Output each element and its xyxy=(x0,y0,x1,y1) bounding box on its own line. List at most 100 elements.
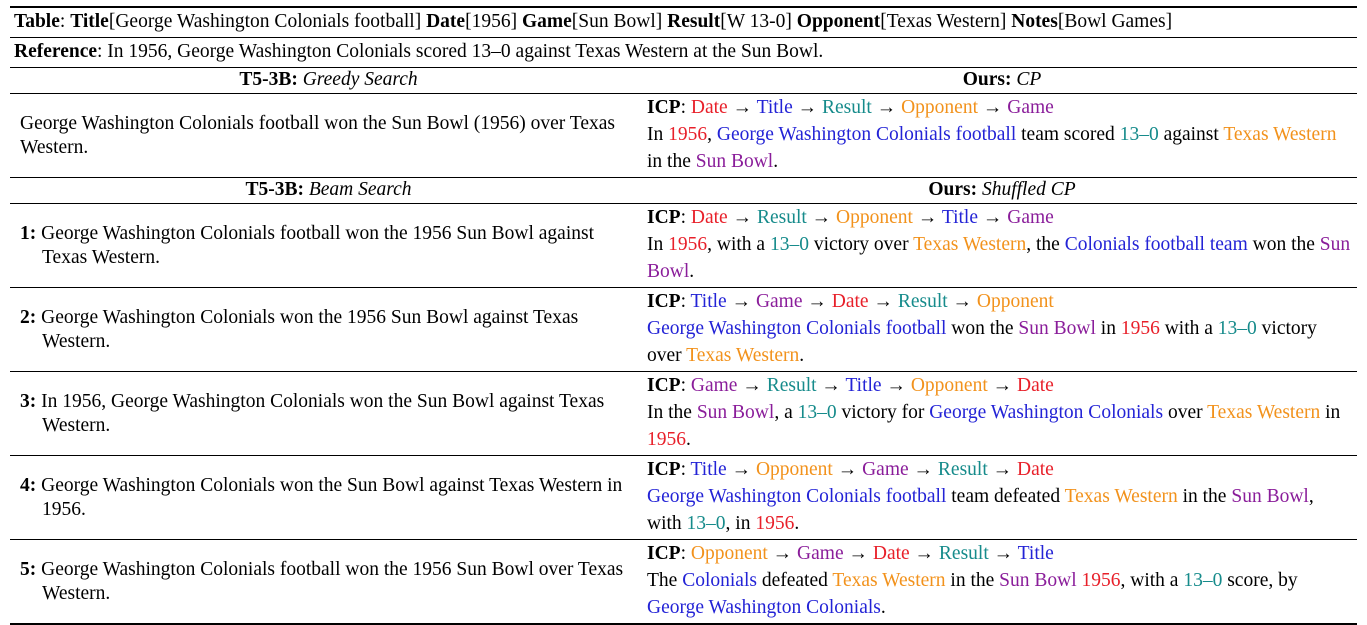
text-span: . xyxy=(794,513,800,534)
baseline-output-cell: George Washington Colonials football won… xyxy=(10,93,647,178)
table-field: Opponent[Texas Western] xyxy=(796,11,1007,32)
label-colon: : xyxy=(97,41,108,62)
right-column-header: Ours: CP xyxy=(647,67,1357,94)
beam-rank: 4: xyxy=(20,474,37,496)
text-span: . xyxy=(689,261,695,282)
slot-span: 13–0 xyxy=(797,402,837,423)
example-row: 3: In 1956, George Washington Colonials … xyxy=(10,371,1357,456)
icp-slot: Result xyxy=(897,291,948,312)
right-column-header: Ours: Shuffled CP xyxy=(647,177,1357,204)
baseline-text: George Washington Colonials football won… xyxy=(41,222,594,268)
reference-cell: Reference: In 1956, George Washington Co… xyxy=(10,37,1357,68)
text-span: against xyxy=(1158,124,1224,145)
beam-rank: 3: xyxy=(20,390,37,412)
icp-slot: Title xyxy=(690,291,727,312)
generated-sentence: In 1956, with a 13–0 victory over Texas … xyxy=(647,231,1351,285)
icp-label: ICP xyxy=(647,207,681,228)
text-span: victory over xyxy=(647,318,1317,366)
ours-output-cell: ICP: Title → Game → Date → Result → Oppo… xyxy=(647,287,1357,372)
arrow-icon: → xyxy=(881,375,911,396)
icp-line: ICP: Date → Title → Result → Opponent → … xyxy=(647,97,1054,118)
icp-line: ICP: Title → Game → Date → Result → Oppo… xyxy=(647,291,1054,312)
icp-slot: Title xyxy=(845,375,882,396)
text-span: , in xyxy=(725,513,756,534)
slot-span: 13–0 xyxy=(769,234,809,255)
text-span: , the xyxy=(1026,234,1065,255)
icp-slot: Result xyxy=(756,207,807,228)
text-span: in the xyxy=(647,151,696,172)
baseline-output-cell: 4: George Washington Colonials won the S… xyxy=(10,455,647,540)
field-name: Result xyxy=(667,11,721,32)
ours-label: Ours: xyxy=(928,179,978,200)
slot-span: 13–0 xyxy=(1183,570,1223,591)
arrow-icon: → xyxy=(832,459,863,480)
arrow-icon: → xyxy=(987,459,1017,480)
icp-label: ICP xyxy=(647,97,681,118)
text-span: . xyxy=(799,345,805,366)
baseline-output: 2: George Washington Colonials won the 1… xyxy=(20,306,639,354)
baseline-output: George Washington Colonials football won… xyxy=(20,112,639,160)
icp-slot: Title xyxy=(941,207,978,228)
slot-span: Texas Western xyxy=(1207,402,1321,423)
text-span: In xyxy=(647,234,669,255)
left-column-header: T5-3B: Beam Search xyxy=(10,177,647,204)
baseline-output: 4: George Washington Colonials won the S… xyxy=(20,474,639,522)
ours-output-cell: ICP: Date → Result → Opponent → Title → … xyxy=(647,203,1357,288)
text-span: victory over xyxy=(808,234,914,255)
baseline-text: George Washington Colonials football won… xyxy=(20,112,615,158)
slot-span: 1956 xyxy=(1081,570,1121,591)
slot-span: Sun Bowl xyxy=(1018,318,1096,339)
table-field: Title[George Washington Colonials footba… xyxy=(70,11,422,32)
ours-output-cell: ICP: Title → Opponent → Game → Result → … xyxy=(647,455,1357,540)
comparison-table: Table: Title[George Washington Colonials… xyxy=(10,6,1357,625)
slot-span: George Washington Colonials football xyxy=(647,318,947,339)
beam-rank: 1: xyxy=(20,222,37,244)
table-field: Game[Sun Bowl] xyxy=(521,11,663,32)
text-span: in the xyxy=(945,570,1000,591)
reference-text: In 1956, George Washington Colonials sco… xyxy=(107,41,824,62)
arrow-icon: → xyxy=(806,207,837,228)
baseline-output-cell: 5: George Washington Colonials football … xyxy=(10,539,647,625)
arrow-icon: → xyxy=(802,291,832,312)
baseline-output: 5: George Washington Colonials football … xyxy=(20,558,639,606)
icp-slot: Game xyxy=(862,459,909,480)
text-span: . xyxy=(686,429,691,450)
field-value: Texas Western xyxy=(886,11,1000,32)
slot-span: George Washington Colonials football xyxy=(647,486,947,507)
reference-row: Reference: In 1956, George Washington Co… xyxy=(10,37,1357,68)
slot-span: Sun Bowl xyxy=(1231,486,1309,507)
ours-method: Shuffled CP xyxy=(981,179,1076,200)
example-row: 4: George Washington Colonials won the S… xyxy=(10,455,1357,540)
icp-slot: Title xyxy=(756,97,793,118)
arrow-icon: → xyxy=(727,207,757,228)
text-span: score, by xyxy=(1222,570,1298,591)
arrow-icon: → xyxy=(868,291,898,312)
example-row: 1: George Washington Colonials football … xyxy=(10,203,1357,288)
text-span: . xyxy=(773,151,779,172)
icp-slot: Date xyxy=(1017,375,1054,396)
icp-slot: Opponent xyxy=(755,459,833,480)
generated-sentence: George Washington Colonials football tea… xyxy=(647,483,1351,537)
text-span: defeated xyxy=(756,570,833,591)
icp-slot: Opponent xyxy=(836,207,913,228)
field-name: Opponent xyxy=(796,11,881,32)
field-name: Title xyxy=(70,11,109,32)
icp-slot: Result xyxy=(822,97,872,118)
baseline-output: 3: In 1956, George Washington Colonials … xyxy=(20,390,639,438)
arrow-icon: → xyxy=(792,97,822,118)
slot-span: Sun Bowl xyxy=(696,402,775,423)
icp-slot: Opponent xyxy=(910,375,988,396)
slot-span: Sun Bowl xyxy=(695,151,774,172)
field-value: W 13-0 xyxy=(726,11,786,32)
icp-slot: Result xyxy=(766,375,817,396)
table-fields: Title[George Washington Colonials footba… xyxy=(70,11,1172,32)
example-row: 2: George Washington Colonials won the 1… xyxy=(10,287,1357,372)
field-value: 1956 xyxy=(471,11,511,32)
slot-span: Sun Bowl xyxy=(999,570,1077,591)
example-row: 5: George Washington Colonials football … xyxy=(10,539,1357,625)
text-span: in xyxy=(1095,318,1121,339)
arrow-icon: → xyxy=(987,375,1017,396)
icp-slot: Result xyxy=(937,459,988,480)
table-field: Notes[Bowl Games] xyxy=(1011,11,1173,32)
generated-sentence: In the Sun Bowl, a 13–0 victory for Geor… xyxy=(647,399,1351,453)
